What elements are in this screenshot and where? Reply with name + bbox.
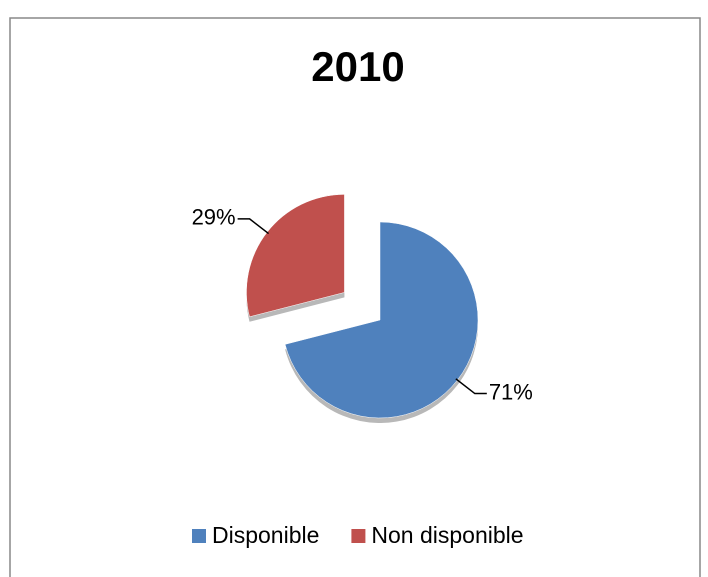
leader-line xyxy=(455,378,487,395)
data-label: 29% xyxy=(192,205,236,230)
chart-frame xyxy=(9,17,701,577)
leader-line xyxy=(237,218,270,235)
data-label: 71% xyxy=(489,379,533,404)
legend-label: Disponible xyxy=(212,522,319,548)
legend-label: Non disponible xyxy=(371,522,523,548)
legend-swatch xyxy=(351,529,366,543)
chart-title: 2010 xyxy=(311,43,404,90)
legend-swatch xyxy=(192,529,206,543)
